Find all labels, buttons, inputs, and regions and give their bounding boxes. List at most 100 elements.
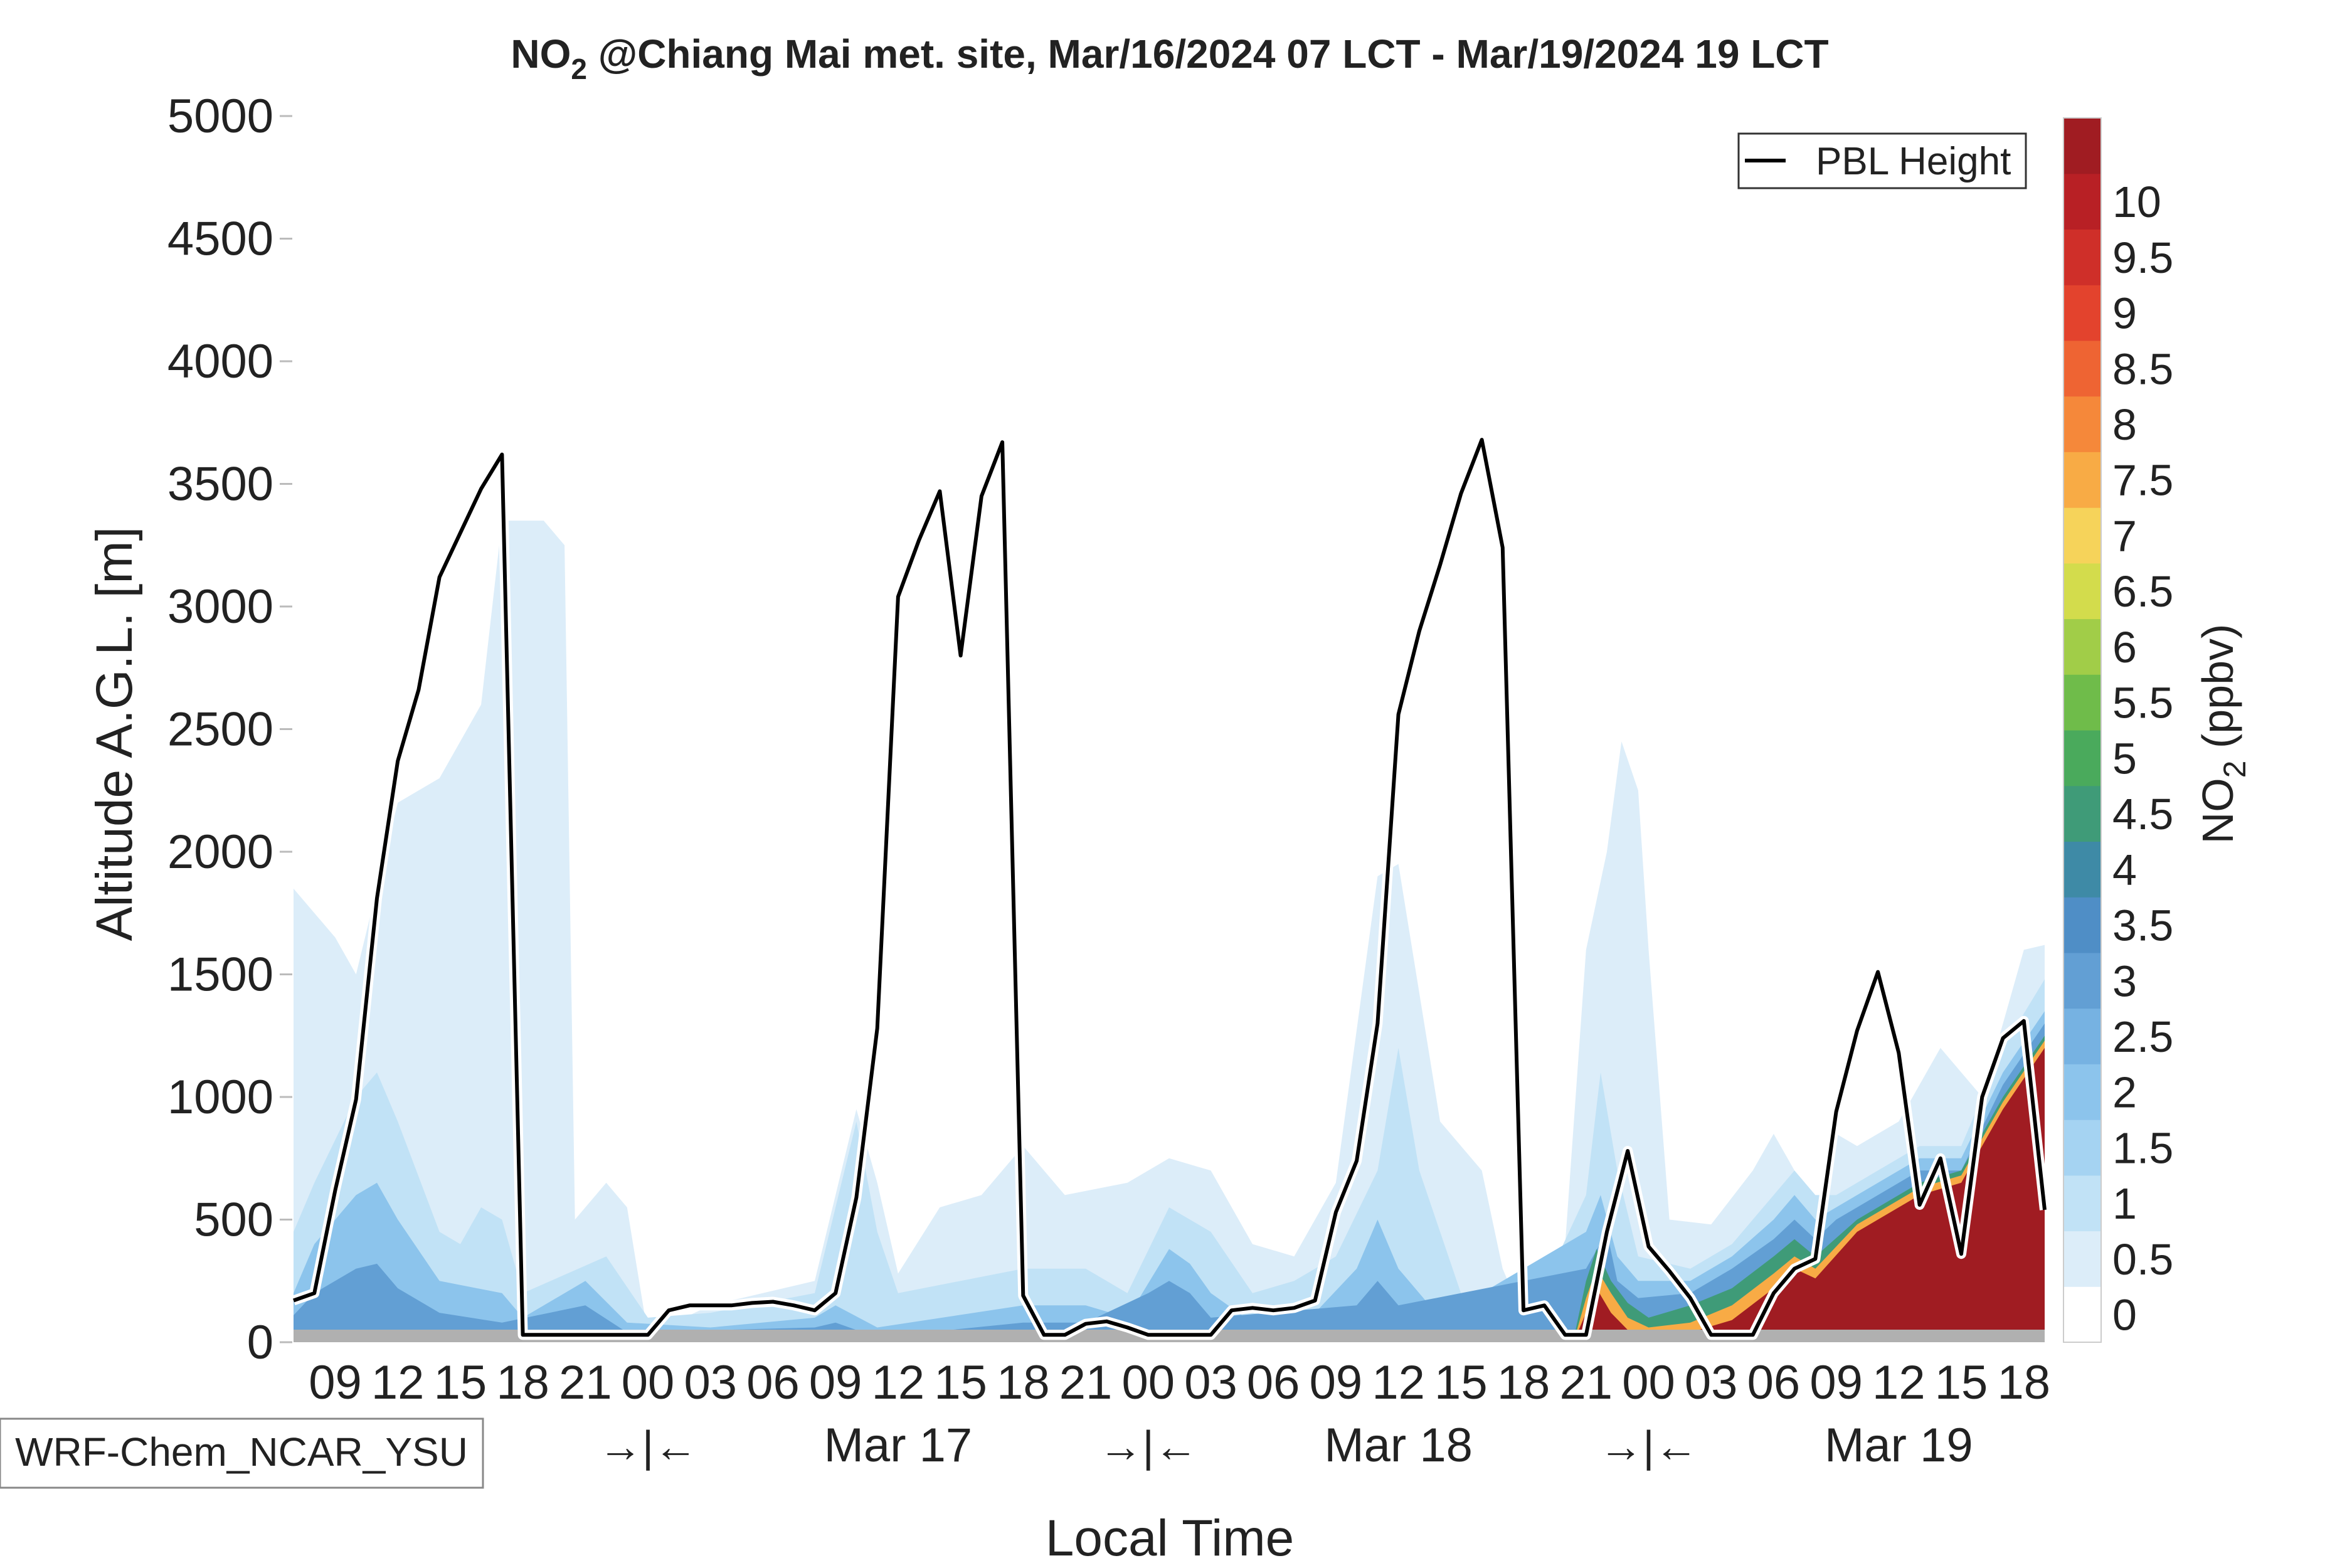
y-tick-label: 3500 xyxy=(167,458,273,511)
x-day-label: Mar 17 xyxy=(824,1419,973,1472)
no2-contour-level-6 xyxy=(294,1023,2045,1342)
x-tick-label: 15 xyxy=(934,1356,987,1409)
y-tick-label: 5000 xyxy=(167,90,273,143)
day-separator: →|← xyxy=(1099,1422,1198,1471)
colorbar-segment xyxy=(2063,1064,2101,1120)
colorbar-tick-label: 10 xyxy=(2112,177,2161,226)
colorbar-segment xyxy=(2063,1286,2101,1343)
x-axis: 09 12 15 18 21 00 03 06 09 12 15 18 21 00 03 06 09 12 15 18… xyxy=(309,1356,2050,1472)
x-tick-label: 21 xyxy=(1059,1356,1113,1409)
colorbar-segment xyxy=(2063,785,2101,842)
colorbar-tick-label: 8.5 xyxy=(2112,344,2173,393)
colorbar-segment xyxy=(2063,730,2101,787)
chart-title: NO2 @Chiang Mai met. site, Mar/16/2024 0… xyxy=(511,31,1828,85)
x-tick-label: 18 xyxy=(997,1356,1050,1409)
colorbar-label: NO2 (ppbv) xyxy=(2193,624,2252,844)
x-day-label: Mar 19 xyxy=(1825,1419,1973,1472)
x-tick-label: 00 xyxy=(622,1356,675,1409)
pbl-height-line xyxy=(293,438,2047,1337)
colorbar-segment xyxy=(2063,563,2101,620)
day-separator: →|← xyxy=(1599,1422,1698,1471)
y-tick-label: 2500 xyxy=(167,703,273,756)
colorbar-tick-label: 2 xyxy=(2112,1068,2137,1117)
colorbar-tick-label: 0 xyxy=(2112,1291,2137,1340)
y-tick-label: 1000 xyxy=(167,1071,273,1124)
y-tick-label: 0 xyxy=(247,1316,273,1369)
x-tick-label: 06 xyxy=(1747,1356,1801,1409)
x-day-label: Mar 18 xyxy=(1324,1419,1473,1472)
no2-contour-level-21 xyxy=(1565,1047,2045,1342)
colorbar-tick-label: 7.5 xyxy=(2112,456,2173,505)
colorbar-segment xyxy=(2063,1120,2101,1176)
y-tick-label: 3000 xyxy=(167,580,273,633)
model-label: WRF-Chem_NCAR_YSU xyxy=(15,1429,468,1475)
model-label-box: WRF-Chem_NCAR_YSU xyxy=(0,1417,484,1489)
x-tick-label: 12 xyxy=(371,1356,425,1409)
colorbar-segment xyxy=(2063,507,2101,564)
colorbar-segment xyxy=(2063,229,2101,285)
x-tick-label: 00 xyxy=(1622,1356,1675,1409)
colorbar-tick-label: 8 xyxy=(2112,400,2137,449)
colorbar-tick-label: 5 xyxy=(2112,734,2137,783)
colorbar-tick-label: 4 xyxy=(2112,845,2137,894)
colorbar-segment xyxy=(2063,897,2101,953)
day-separator: →|← xyxy=(598,1422,697,1471)
x-tick-label: 09 xyxy=(1809,1356,1863,1409)
colorbar: 0 0.5 1 1.5 2 2.5 3 3.5 4 4.5 5 5.5 6 6.5 7 7.5 8 8.5 9 9.5… xyxy=(2063,117,2173,1343)
x-tick-label: 03 xyxy=(1685,1356,1738,1409)
colorbar-tick-label: 9 xyxy=(2112,289,2137,338)
y-tick-label: 2000 xyxy=(167,825,273,879)
x-tick-label: 12 xyxy=(1872,1356,1926,1409)
x-tick-label: 03 xyxy=(684,1356,737,1409)
colorbar-segment xyxy=(2063,952,2101,1009)
x-tick-label: 18 xyxy=(1997,1356,2050,1409)
colorbar-tick-label: 5.5 xyxy=(2112,679,2173,728)
x-tick-label: 18 xyxy=(1497,1356,1550,1409)
x-tick-label: 03 xyxy=(1184,1356,1237,1409)
colorbar-tick-label: 3.5 xyxy=(2112,901,2173,950)
x-tick-label: 12 xyxy=(1372,1356,1425,1409)
colorbar-tick-label: 1 xyxy=(2112,1179,2137,1228)
colorbar-segment xyxy=(2063,841,2101,898)
x-tick-label: 09 xyxy=(1310,1356,1363,1409)
x-tick-label: 12 xyxy=(872,1356,925,1409)
colorbar-segment xyxy=(2063,1008,2101,1064)
x-tick-label: 06 xyxy=(746,1356,800,1409)
colorbar-segment xyxy=(2063,285,2101,341)
x-tick-label: 06 xyxy=(1247,1356,1300,1409)
colorbar-tick-label: 6 xyxy=(2112,623,2137,672)
colorbar-segment xyxy=(2063,618,2101,675)
colorbar-tick-label: 3 xyxy=(2112,956,2137,1005)
y-tick-label: 500 xyxy=(194,1194,273,1247)
x-tick-label: 15 xyxy=(1434,1356,1488,1409)
x-axis-label: Local Time xyxy=(1046,1510,1295,1567)
colorbar-segment xyxy=(2063,340,2101,397)
y-tick-label: 4000 xyxy=(167,335,273,388)
x-tick-label: 00 xyxy=(1121,1356,1175,1409)
legend-box xyxy=(1737,132,2027,189)
colorbar-frame xyxy=(2063,117,2102,1343)
x-tick-label: 21 xyxy=(559,1356,612,1409)
colorbar-tick-label: 6.5 xyxy=(2112,567,2173,616)
colorbar-segment xyxy=(2063,1231,2101,1287)
colorbar-segment xyxy=(2063,396,2101,452)
x-tick-label: 18 xyxy=(496,1356,549,1409)
x-tick-label: 15 xyxy=(434,1356,487,1409)
y-axis: 0 500 1000 1500 2000 2500 3000 3500 4000 4500 5000 xyxy=(167,90,292,1369)
colorbar-tick-label: 2.5 xyxy=(2112,1012,2173,1061)
x-tick-label: 21 xyxy=(1559,1356,1613,1409)
colorbar-tick-label: 9.5 xyxy=(2112,233,2173,282)
colorbar-segment xyxy=(2063,674,2101,731)
legend: PBL Height xyxy=(1737,132,2027,189)
no2-contour-layers xyxy=(294,521,2045,1342)
colorbar-tick-label: 7 xyxy=(2112,512,2137,561)
y-axis-label: Altitude A.G.L. [m] xyxy=(86,527,143,941)
x-tick-label: 09 xyxy=(309,1356,362,1409)
colorbar-tick-label: 0.5 xyxy=(2112,1235,2173,1284)
colorbar-segment xyxy=(2063,452,2101,508)
y-tick-label: 4500 xyxy=(167,213,273,266)
pbl-height-series xyxy=(292,435,2050,1340)
colorbar-segment xyxy=(2063,1175,2101,1232)
x-tick-label: 09 xyxy=(809,1356,862,1409)
